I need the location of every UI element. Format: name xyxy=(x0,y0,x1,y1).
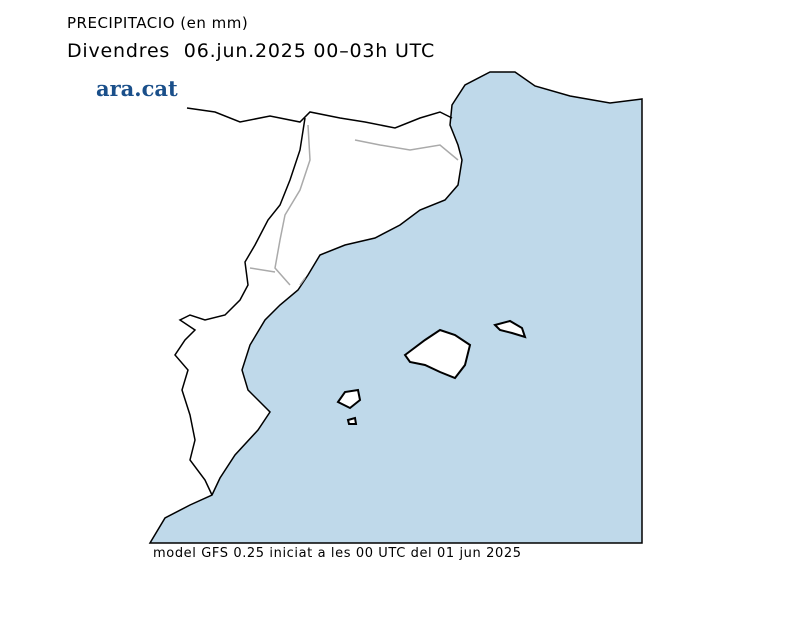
border xyxy=(174,117,306,496)
border xyxy=(186,107,453,129)
logo[interactable]: ara.cat xyxy=(96,76,178,101)
map-subtitle: Divendres 06.jun.2025 00–03h UTC xyxy=(67,40,436,62)
map-title: PRECIPITACIO (en mm) xyxy=(67,14,249,32)
map-footer: model GFS 0.25 iniciat a les 00 UTC del … xyxy=(153,546,522,561)
island xyxy=(403,328,472,380)
sea xyxy=(148,71,643,544)
island xyxy=(493,319,527,339)
island xyxy=(336,388,362,425)
region-border xyxy=(249,124,459,286)
